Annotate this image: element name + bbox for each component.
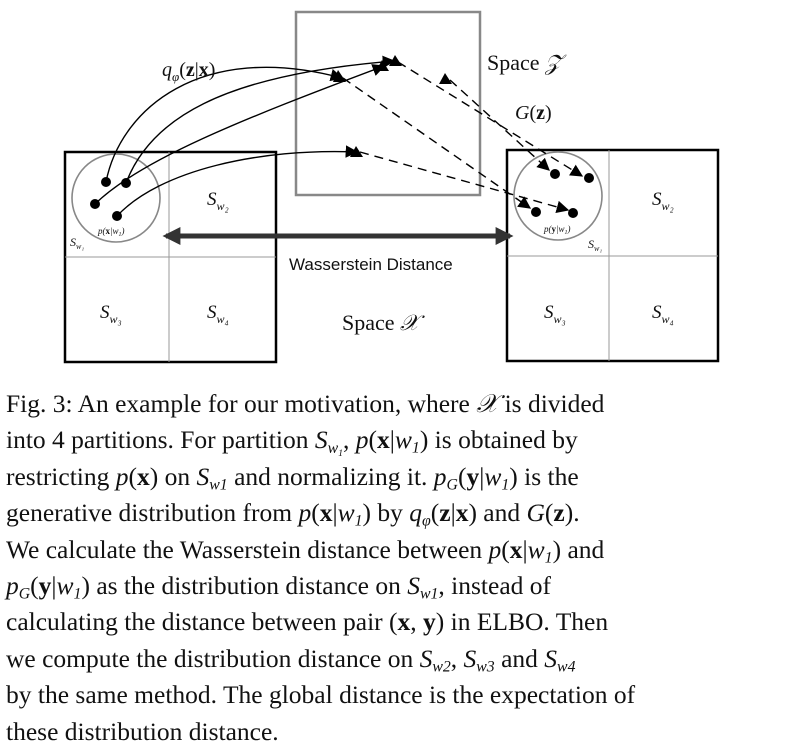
- right-point: [584, 173, 594, 183]
- caption-line: generative distribution from p(x|w1) by …: [6, 498, 580, 530]
- caption-line: restricting p(x) on Sw1 and normalizing …: [6, 461, 579, 494]
- left-sw4-label: Sw₄: [207, 302, 229, 326]
- right-point: [531, 207, 541, 217]
- decoder-label: G(z): [515, 102, 552, 124]
- left-sw2-label: Sw₂: [207, 189, 229, 213]
- encoder-arrows: [94, 55, 396, 217]
- caption-line: we compute the distribution distance on …: [6, 643, 576, 676]
- right-partition-grid: p(y|w1) Sw₁ Sw₂ Sw₃ Sw₄: [505, 148, 720, 363]
- right-point: [568, 208, 578, 218]
- caption-line: into 4 partitions. For partition Sw1, p(…: [6, 425, 578, 460]
- space-x-label: Space 𝒳: [342, 310, 425, 335]
- left-distribution-circle: [71, 153, 161, 243]
- space-z-label: Space 𝒵: [487, 50, 567, 75]
- left-partition-grid: p(x|w1) Sw₁ Sw₂ Sw₃ Sw₄: [63, 150, 278, 364]
- left-circle-label: p(x|w1): [97, 226, 124, 238]
- right-sw3-label: Sw₃: [544, 302, 566, 326]
- caption-line: calculating the distance between pair (x…: [6, 607, 609, 637]
- figure-caption: Fig. 3: An example for our motivation, w…: [6, 386, 778, 750]
- space-z-box: [294, 10, 482, 197]
- right-sw1-label: Sw₁: [588, 237, 602, 253]
- caption-line: pG(y|w1) as the distribution distance on…: [6, 571, 552, 603]
- right-sw4-label: Sw₄: [652, 302, 674, 326]
- encoder-label: qφ(z|x): [162, 59, 215, 84]
- caption-line: these distribution distance.: [6, 716, 279, 746]
- right-distribution-circle: [513, 151, 603, 241]
- wasserstein-label: Wasserstein Distance: [289, 255, 453, 274]
- left-sw3-label: Sw₃: [100, 302, 122, 326]
- caption-line: by the same method. The global distance …: [6, 680, 636, 710]
- latent-points: [333, 55, 452, 157]
- caption-line: Fig. 3: An example for our motivation, w…: [6, 389, 605, 418]
- caption-line: We calculate the Wasserstein distance be…: [6, 534, 605, 567]
- decoder-arrows: [342, 61, 584, 214]
- right-sw2-label: Sw₂: [652, 189, 674, 213]
- right-point: [550, 169, 560, 179]
- left-sw1-label: Sw₁: [70, 235, 84, 251]
- motivation-diagram: Space 𝒵 p(x|w1) Sw₁ Sw₂ Sw₃ Sw₄ p(y|w1) …: [63, 10, 720, 364]
- right-circle-label: p(y|w1): [543, 224, 570, 236]
